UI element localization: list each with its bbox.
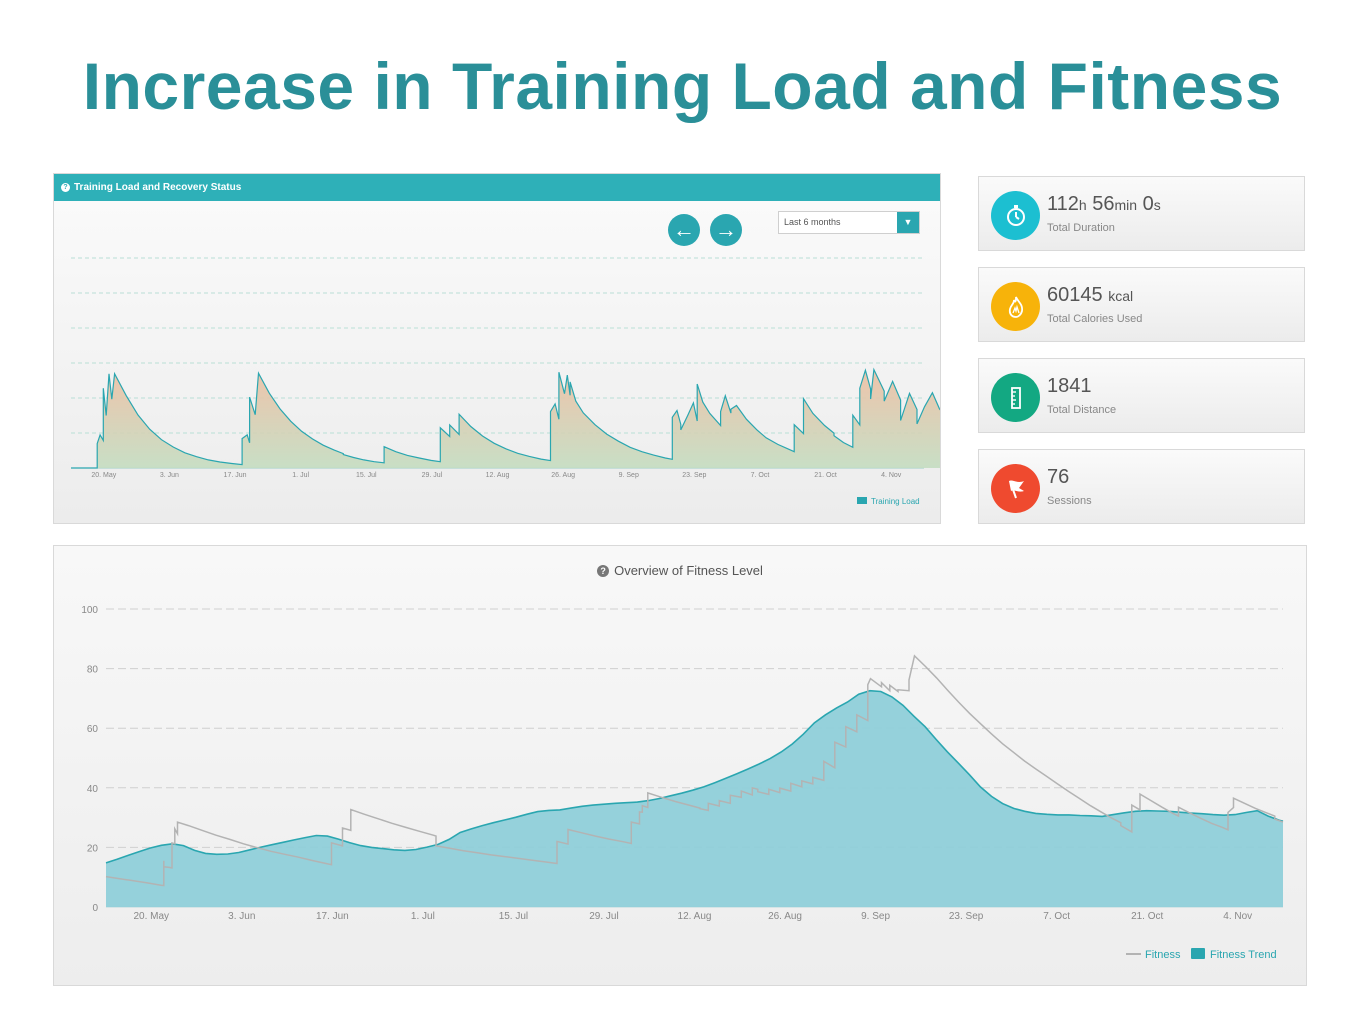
total-duration-value: 112h 56min 0s	[1047, 193, 1161, 215]
period-select[interactable]: Last 6 months ▼	[778, 211, 920, 234]
x-tick-label: 23. Sep	[949, 911, 984, 922]
total-distance-value: 1841	[1047, 375, 1092, 397]
x-tick-label: 1. Jul	[411, 911, 435, 922]
training-load-chart: 20. May 3. Jun 17. Jun 1. Jul 15. Jul 29. Jul…	[71, 257, 940, 506]
y-tick-label: 60	[87, 724, 99, 735]
next-period-button[interactable]: →	[710, 214, 742, 246]
x-tick-label: 29. Jul	[422, 472, 443, 479]
total-calories-value: 60145 kcal	[1047, 284, 1134, 306]
y-tick-label: 40	[87, 784, 99, 795]
x-tick-label: 4. Nov	[881, 472, 902, 479]
flame-icon	[991, 282, 1040, 331]
x-tick-label: 20. May	[91, 472, 116, 479]
question-icon[interactable]: ?	[597, 564, 610, 577]
x-tick-label: 17. Jun	[224, 472, 247, 479]
x-tick-label: 15. Jul	[499, 911, 528, 922]
arrow-right-icon: →	[715, 217, 737, 242]
x-tick-label: 26. Aug	[551, 472, 575, 479]
question-icon[interactable]: ?	[61, 183, 70, 192]
x-tick-label: 15. Jul	[356, 472, 377, 479]
y-tick-label: 100	[81, 605, 98, 616]
legend-fitness-trend[interactable]: Fitness Trend	[1210, 949, 1277, 961]
stopwatch-icon	[991, 191, 1040, 240]
training-load-line	[71, 367, 940, 469]
legend-training-load[interactable]: Training Load	[871, 497, 920, 506]
y-tick-label: 20	[87, 843, 99, 854]
x-tick-label: 1. Jul	[292, 472, 309, 479]
legend-fitness[interactable]: Fitness	[1145, 949, 1181, 961]
x-tick-label: 3. Jun	[160, 472, 179, 479]
sessions-value: 76	[1047, 466, 1070, 488]
training-load-area	[71, 369, 940, 468]
sessions-label: Sessions	[1047, 495, 1092, 507]
training-load-header: ? Training Load and Recovery Status	[54, 174, 940, 201]
fitness-panel: 0 20 40 60 80 100 20. May 3. Jun 17. Jun 1. Jul 1…	[53, 545, 1307, 986]
training-load-title: Training Load and Recovery Status	[74, 182, 242, 193]
total-distance-label: Total Distance	[1047, 404, 1117, 416]
x-tick-label: 12. Aug	[486, 472, 510, 479]
fitness-title: ? Overview of Fitness Level	[54, 563, 1306, 578]
x-tick-label: 4. Nov	[1223, 911, 1252, 922]
legend-swatch-training-load	[857, 497, 867, 504]
fitness-chart: 0 20 40 60 80 100 20. May 3. Jun 17. Jun 1. Jul 1…	[81, 605, 1284, 961]
x-tick-label: 21. Oct	[814, 472, 837, 479]
x-tick-label: 7. Oct	[751, 472, 770, 479]
stat-card-sessions: 76 Sessions	[978, 449, 1305, 524]
x-tick-label: 7. Oct	[1043, 911, 1070, 922]
slide-title: Increase in Training Load and Fitness	[82, 49, 1283, 123]
training-load-panel: ? Training Load and Recovery Status ← → …	[53, 173, 941, 524]
total-duration-label: Total Duration	[1047, 222, 1115, 234]
stat-card-duration: 112h 56min 0s Total Duration	[978, 176, 1305, 251]
x-tick-label: 20. May	[133, 911, 169, 922]
flag-icon	[991, 464, 1040, 513]
fitness-line	[105, 654, 1284, 887]
x-tick-label: 21. Oct	[1131, 911, 1163, 922]
x-tick-label: 26. Aug	[768, 911, 802, 922]
fitness-trend-line	[105, 689, 1284, 864]
x-tick-label: 29. Jul	[589, 911, 618, 922]
period-select-value: Last 6 months	[784, 217, 841, 227]
previous-period-button[interactable]: ←	[668, 214, 700, 246]
arrow-left-icon: ←	[673, 217, 695, 242]
y-tick-label: 0	[92, 903, 98, 914]
fitness-trend-area	[106, 690, 1283, 907]
y-tick-label: 80	[87, 665, 99, 676]
stat-card-distance: 1841 Total Distance	[978, 358, 1305, 433]
legend-swatch-fitness-trend	[1191, 948, 1205, 959]
chevron-down-icon[interactable]: ▼	[897, 212, 919, 233]
stat-card-calories: 60145 kcal Total Calories Used	[978, 267, 1305, 342]
x-tick-label: 17. Jun	[316, 911, 349, 922]
total-calories-label: Total Calories Used	[1047, 313, 1143, 325]
x-tick-label: 23. Sep	[682, 472, 706, 479]
x-tick-label: 9. Sep	[619, 472, 639, 479]
x-tick-label: 12. Aug	[678, 911, 712, 922]
x-tick-label: 9. Sep	[861, 911, 890, 922]
fitness-title-text: Overview of Fitness Level	[614, 563, 763, 578]
x-tick-label: 3. Jun	[228, 911, 255, 922]
ruler-icon	[991, 373, 1040, 422]
